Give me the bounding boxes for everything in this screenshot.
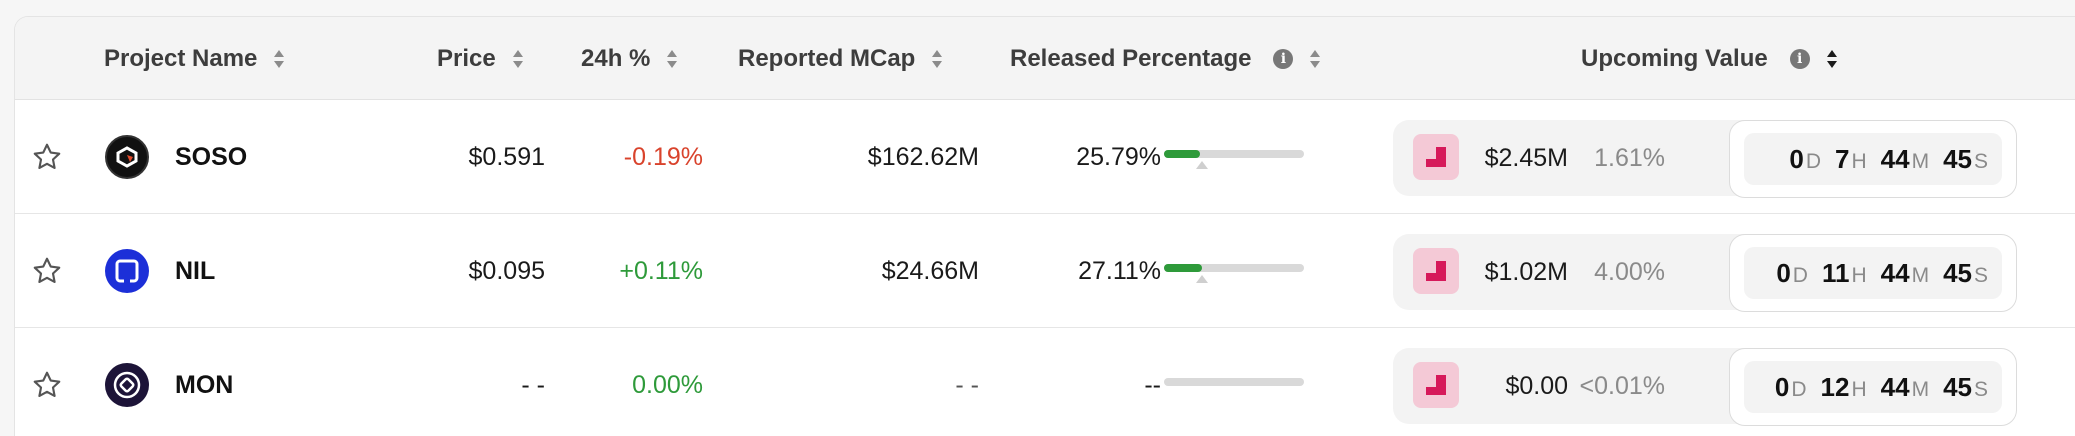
sort-icon[interactable] [1309, 47, 1321, 71]
sort-icon[interactable] [931, 47, 943, 71]
sort-icon[interactable] [273, 47, 285, 71]
countdown-days: 0 [1776, 257, 1791, 288]
countdown-days-unit: D [1792, 263, 1808, 287]
project-logo [105, 328, 149, 436]
table-row[interactable]: NIL $0.095 +0.11% $24.66M 27.11% $1.02M … [15, 214, 2075, 328]
released-percentage-value: 27.11% [1078, 256, 1161, 285]
release-progress-bar [1164, 254, 1304, 284]
project-symbol[interactable]: NIL [175, 256, 216, 285]
favorite-star-icon[interactable] [31, 100, 63, 214]
reported-mcap-value: - - [955, 370, 979, 399]
mon-logo-icon [105, 363, 149, 407]
countdown-hours-unit: H [1851, 377, 1867, 401]
countdown-seconds-unit: S [1973, 263, 1988, 287]
info-icon[interactable]: i [1273, 48, 1294, 69]
column-header-label: Reported MCap [738, 44, 916, 72]
countdown-minutes-unit: M [1911, 149, 1930, 173]
upcoming-amount: $0.00 [1505, 371, 1568, 400]
favorite-star-icon[interactable] [31, 328, 63, 436]
price-value: $0.095 [468, 256, 545, 285]
change-24h-value: +0.11% [619, 256, 703, 285]
table-header: Project Name Price 24h % Reported MCap R… [15, 17, 2075, 100]
reported-mcap-value: $162.62M [867, 142, 979, 171]
countdown-minutes-unit: M [1911, 377, 1930, 401]
release-marker-icon [1196, 161, 1208, 169]
countdown-hours: 11 [1821, 257, 1850, 288]
upcoming-percent: 1.61% [1594, 143, 1665, 172]
info-icon[interactable]: i [1789, 48, 1810, 69]
change-24h-value: 0.00% [632, 370, 703, 399]
unlocks-table: Project Name Price 24h % Reported MCap R… [14, 16, 2075, 436]
project-logo [105, 214, 149, 328]
column-header-released-percentage[interactable]: Released Percentage i [1010, 17, 1321, 100]
countdown-hours: 12 [1820, 371, 1850, 402]
nil-logo-icon [105, 249, 149, 293]
table-row[interactable]: SOSO $0.591 -0.19% $162.62M 25.79% $2.45… [15, 100, 2075, 214]
reported-mcap-value: $24.66M [881, 256, 979, 285]
sort-icon[interactable] [512, 47, 524, 71]
upcoming-percent: 4.00% [1594, 257, 1665, 286]
countdown-days: 0 [1789, 143, 1804, 174]
unlock-icon [1413, 362, 1459, 408]
countdown-seconds: 45 [1943, 143, 1972, 174]
column-header-price[interactable]: Price [437, 17, 524, 100]
column-header-reported-mcap[interactable]: Reported MCap [738, 17, 943, 100]
countdown-seconds: 45 [1943, 257, 1972, 288]
soso-logo-icon [105, 135, 149, 179]
countdown-seconds-unit: S [1973, 377, 1988, 401]
column-header-upcoming-value[interactable]: Upcoming Value i [1581, 17, 1838, 100]
price-value: - - [521, 370, 545, 399]
sort-icon[interactable] [1826, 47, 1838, 71]
released-percentage-value: -- [1144, 370, 1161, 399]
countdown-minutes: 44 [1880, 257, 1910, 288]
release-progress-fill [1164, 264, 1202, 272]
column-header-label: Price [437, 44, 496, 72]
countdown-hours: 7 [1835, 143, 1850, 174]
countdown-seconds-unit: S [1973, 149, 1988, 173]
release-marker-icon [1196, 275, 1208, 283]
sort-icon[interactable] [666, 47, 678, 71]
countdown-minutes-unit: M [1911, 263, 1930, 287]
release-progress-fill [1164, 150, 1200, 158]
column-header-label: Project Name [104, 44, 258, 72]
column-header-label: 24h % [581, 44, 651, 72]
project-logo [105, 100, 149, 214]
unlock-icon [1413, 248, 1459, 294]
project-symbol[interactable]: SOSO [175, 142, 248, 171]
favorite-star-icon[interactable] [31, 214, 63, 328]
countdown-hours-unit: H [1851, 263, 1867, 287]
upcoming-amount: $2.45M [1484, 143, 1568, 172]
price-value: $0.591 [468, 142, 545, 171]
unlock-icon [1413, 134, 1459, 180]
column-header-label: Released Percentage [1010, 44, 1252, 72]
countdown-days-unit: D [1805, 149, 1821, 173]
countdown-seconds: 45 [1943, 371, 1972, 402]
countdown-minutes: 44 [1880, 371, 1910, 402]
countdown-days-unit: D [1791, 377, 1807, 401]
column-header-project-name[interactable]: Project Name [104, 17, 285, 100]
column-header-24h-change[interactable]: 24h % [581, 17, 678, 100]
column-header-label: Upcoming Value [1581, 44, 1768, 72]
upcoming-percent: <0.01% [1579, 371, 1666, 400]
project-symbol[interactable]: MON [175, 370, 234, 399]
countdown-minutes: 44 [1880, 143, 1910, 174]
countdown-hours-unit: H [1851, 149, 1867, 173]
countdown-days: 0 [1774, 371, 1790, 402]
upcoming-amount: $1.02M [1484, 257, 1568, 286]
release-progress-bar [1164, 368, 1304, 398]
released-percentage-value: 25.79% [1076, 142, 1161, 171]
release-progress-bar [1164, 140, 1304, 170]
change-24h-value: -0.19% [623, 142, 703, 171]
